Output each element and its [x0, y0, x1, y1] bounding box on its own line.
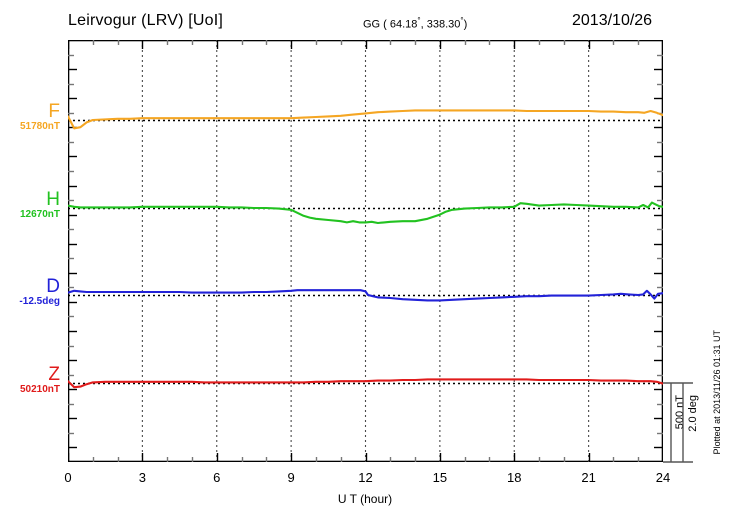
- x-axis-ticklabels: 0 3 6 9 12 15 18 21 24: [0, 470, 730, 486]
- component-label-h: H 12670nT: [0, 189, 60, 221]
- plotted-timestamp: Plotted at 2013/11/26 01:31 UT: [712, 330, 722, 455]
- component-baseline-f: 51780nT: [19, 121, 60, 132]
- coords-prefix: GG ( 64.18: [363, 18, 418, 31]
- component-symbol-d: D: [46, 276, 60, 297]
- observation-date: 2013/10/26: [572, 12, 653, 29]
- x-tick-label: 12: [358, 470, 373, 485]
- trace-f: [68, 109, 663, 130]
- x-tick-label: 21: [581, 470, 596, 485]
- x-tick-label: 6: [213, 470, 221, 485]
- component-symbol-h: H: [46, 189, 60, 210]
- x-axis-title: U T (hour): [337, 492, 393, 506]
- component-label-f: F 51780nT: [0, 101, 60, 133]
- page-title: Leirvogur (LRV) [UoI]: [68, 12, 224, 29]
- trace-d: [68, 289, 663, 302]
- trace-z: [68, 378, 663, 389]
- x-tick-label: 0: [64, 470, 72, 485]
- x-tick-label: 15: [432, 470, 448, 485]
- component-baseline-z: 50210nT: [19, 384, 60, 395]
- degree-symbol-lat: °: [417, 16, 421, 25]
- component-symbol-f: F: [48, 101, 60, 122]
- component-label-d: D -12.5deg: [0, 276, 60, 308]
- degree-symbol-lon: °: [460, 16, 464, 25]
- component-symbol-z: Z: [48, 364, 60, 385]
- plot-canvas: [68, 40, 663, 462]
- trace-h: [68, 201, 663, 225]
- coords-suffix: ): [463, 18, 468, 31]
- component-baseline-d: -12.5deg: [19, 296, 60, 307]
- magnetogram-plot: [68, 40, 663, 462]
- component-label-z: Z 50210nT: [0, 364, 60, 396]
- x-tick-label: 3: [138, 470, 146, 485]
- x-tick-label: 24: [655, 470, 671, 485]
- geographic-coordinates: GG ( 64.18°, 338.30°): [363, 16, 467, 31]
- coords-mid: , 338.30: [420, 18, 461, 31]
- x-tick-label: 9: [287, 470, 295, 485]
- x-tick-label: 18: [507, 470, 522, 485]
- component-baseline-h: 12670nT: [19, 209, 60, 220]
- scale-bar: [663, 378, 713, 468]
